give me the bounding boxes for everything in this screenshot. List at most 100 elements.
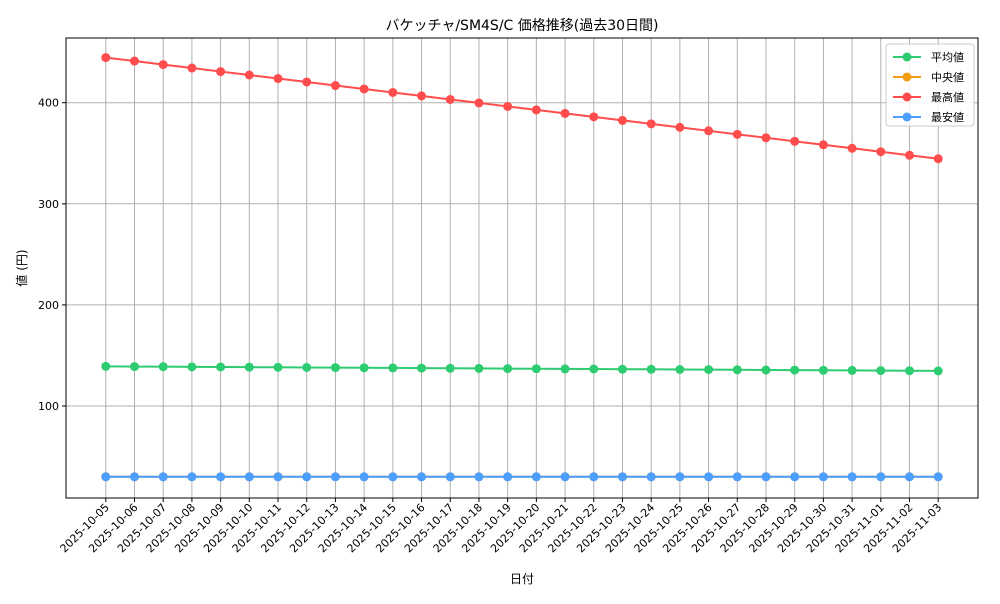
series-line bbox=[105, 56, 939, 160]
y-tick-label: 100 bbox=[38, 400, 59, 413]
data-point bbox=[732, 472, 742, 482]
data-point bbox=[129, 362, 139, 372]
data-point bbox=[818, 140, 828, 150]
data-point bbox=[761, 472, 771, 482]
data-point bbox=[302, 77, 312, 87]
data-point bbox=[732, 129, 742, 139]
y-tick-label: 300 bbox=[38, 198, 59, 211]
data-point bbox=[445, 94, 455, 104]
data-point bbox=[129, 56, 139, 66]
data-point bbox=[158, 60, 168, 70]
data-point bbox=[560, 364, 570, 374]
data-point bbox=[474, 472, 484, 482]
y-axis: 100 200 300 400 bbox=[38, 97, 66, 413]
series-2 bbox=[101, 53, 943, 164]
legend-label: 平均値 bbox=[931, 51, 964, 64]
data-point bbox=[617, 364, 627, 374]
data-point bbox=[818, 472, 828, 482]
data-point bbox=[244, 472, 254, 482]
data-point bbox=[158, 472, 168, 482]
data-point bbox=[503, 472, 513, 482]
data-point bbox=[560, 108, 570, 118]
data-point bbox=[589, 112, 599, 122]
data-point bbox=[101, 361, 111, 371]
legend-marker bbox=[902, 72, 912, 82]
data-point bbox=[531, 472, 541, 482]
data-point bbox=[790, 472, 800, 482]
data-point bbox=[876, 472, 886, 482]
data-point bbox=[216, 67, 226, 77]
data-point bbox=[847, 143, 857, 153]
data-point bbox=[417, 472, 427, 482]
data-point bbox=[933, 366, 943, 376]
data-point bbox=[560, 472, 570, 482]
data-point bbox=[417, 363, 427, 373]
data-point bbox=[847, 365, 857, 375]
data-point bbox=[675, 472, 685, 482]
legend-label: 最高値 bbox=[931, 90, 964, 104]
data-point bbox=[273, 472, 283, 482]
legend-label: 中央値 bbox=[931, 71, 964, 84]
data-point bbox=[388, 87, 398, 97]
series-0 bbox=[101, 361, 943, 376]
data-point bbox=[589, 472, 599, 482]
data-point bbox=[216, 472, 226, 482]
data-point bbox=[933, 472, 943, 482]
data-point bbox=[675, 122, 685, 132]
y-tick-label: 200 bbox=[38, 299, 59, 312]
series-group bbox=[101, 53, 943, 482]
data-point bbox=[359, 84, 369, 94]
data-point bbox=[503, 364, 513, 374]
data-point bbox=[158, 362, 168, 372]
data-point bbox=[905, 150, 915, 160]
data-point bbox=[617, 115, 627, 125]
data-point bbox=[503, 101, 513, 111]
data-point bbox=[216, 362, 226, 372]
data-point bbox=[761, 133, 771, 143]
data-point bbox=[417, 91, 427, 101]
data-point bbox=[302, 362, 312, 372]
data-point bbox=[790, 136, 800, 146]
series-line bbox=[105, 365, 939, 372]
data-point bbox=[388, 472, 398, 482]
data-point bbox=[905, 366, 915, 376]
data-point bbox=[589, 364, 599, 374]
data-point bbox=[646, 364, 656, 374]
data-point bbox=[847, 472, 857, 482]
data-point bbox=[876, 366, 886, 376]
y-tick-label: 400 bbox=[38, 97, 59, 110]
series-3 bbox=[101, 472, 943, 482]
legend-label: 最安値 bbox=[931, 110, 964, 124]
data-point bbox=[359, 472, 369, 482]
data-point bbox=[905, 472, 915, 482]
data-point bbox=[818, 365, 828, 375]
data-point bbox=[646, 472, 656, 482]
data-point bbox=[101, 472, 111, 482]
data-point bbox=[704, 472, 714, 482]
data-point bbox=[273, 74, 283, 84]
legend-marker bbox=[902, 52, 912, 62]
data-point bbox=[646, 119, 656, 129]
data-point bbox=[302, 472, 312, 482]
data-point bbox=[244, 362, 254, 372]
data-point bbox=[704, 365, 714, 375]
data-point bbox=[330, 363, 340, 373]
legend-marker bbox=[902, 112, 912, 122]
plot-frame bbox=[65, 37, 979, 499]
data-point bbox=[330, 81, 340, 91]
data-point bbox=[187, 63, 197, 73]
data-point bbox=[187, 362, 197, 372]
data-point bbox=[273, 362, 283, 372]
data-point bbox=[732, 365, 742, 375]
grid bbox=[66, 38, 978, 498]
data-point bbox=[531, 364, 541, 374]
x-axis: 2025-10-052025-10-062025-10-072025-10-08… bbox=[58, 498, 944, 555]
data-point bbox=[761, 365, 771, 375]
data-point bbox=[445, 363, 455, 373]
legend-box bbox=[885, 43, 975, 127]
chart-title: バケッチャ/SM4S/C 価格推移(過去30日間) bbox=[385, 18, 658, 34]
data-point bbox=[933, 154, 943, 164]
data-point bbox=[876, 147, 886, 157]
data-point bbox=[474, 98, 484, 108]
